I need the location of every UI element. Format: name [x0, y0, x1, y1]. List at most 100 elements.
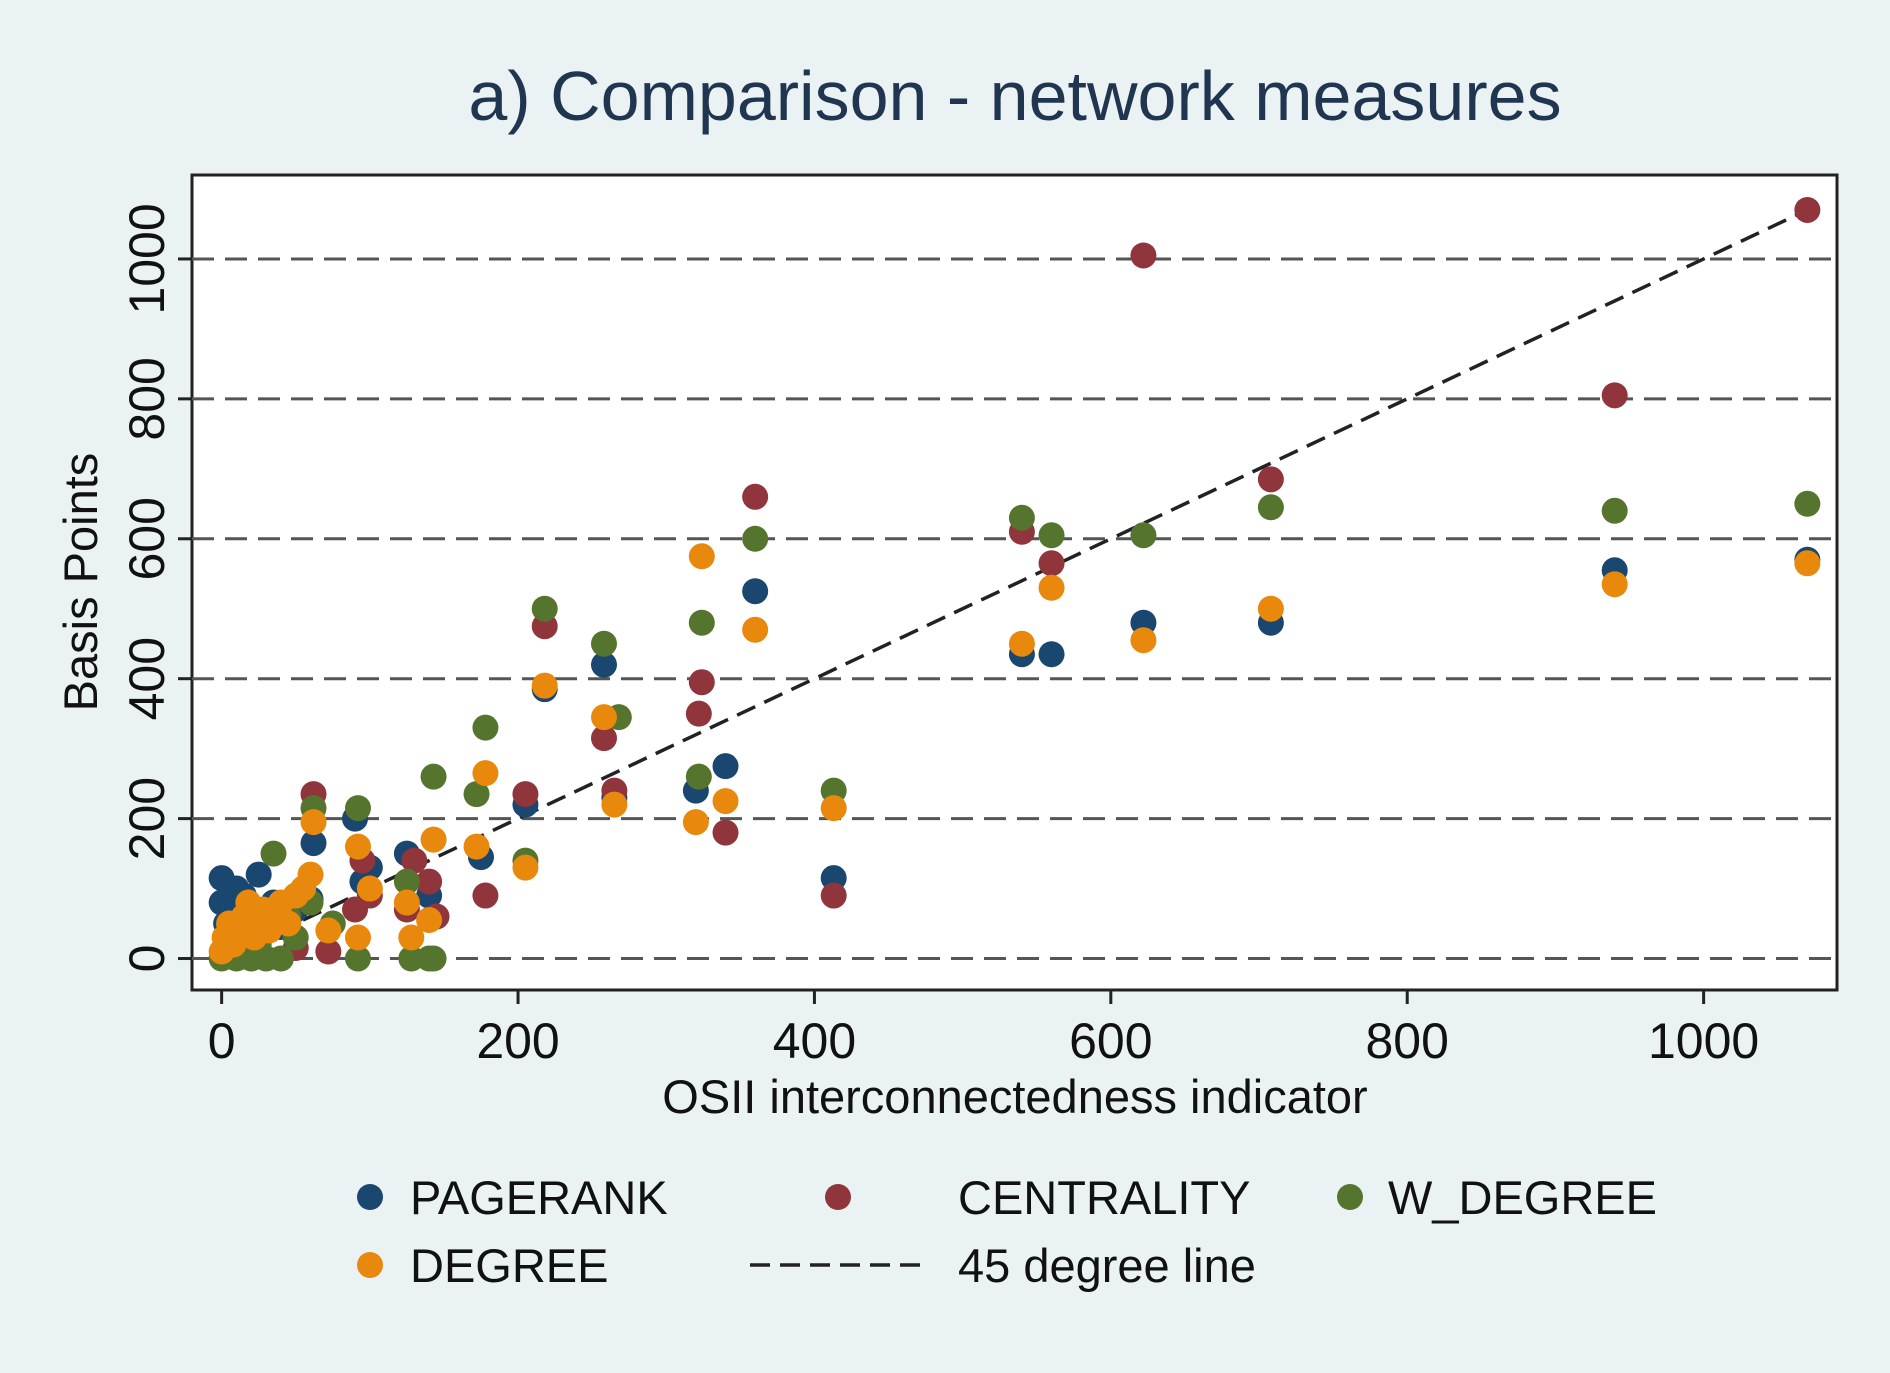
y-tick-label: 600	[119, 497, 175, 580]
data-point	[344, 924, 371, 951]
data-point	[315, 938, 342, 965]
data-point	[1257, 466, 1284, 493]
data-point	[682, 809, 709, 836]
data-point	[393, 868, 420, 895]
data-point	[820, 882, 847, 909]
data-point	[1038, 522, 1065, 549]
chart-title: a) Comparison - network measures	[468, 57, 1561, 135]
data-point	[1038, 550, 1065, 577]
data-point	[1601, 382, 1628, 409]
data-point	[742, 578, 769, 605]
x-tick-label: 200	[476, 1013, 559, 1069]
data-point	[1601, 497, 1628, 524]
legend-label-centrality: CENTRALITY	[958, 1171, 1251, 1224]
data-point	[260, 840, 287, 867]
data-point	[344, 833, 371, 860]
x-axis-label: OSII interconnectedness indicator	[662, 1070, 1367, 1123]
x-tick-label: 800	[1366, 1013, 1449, 1069]
data-point	[463, 833, 490, 860]
legend-marker-pagerank	[357, 1184, 383, 1210]
x-axis: 0 200 400 600 800 1000	[208, 990, 1759, 1069]
data-point	[297, 861, 324, 888]
data-point	[590, 725, 617, 752]
y-tick-label: 1000	[119, 203, 175, 314]
data-point	[401, 847, 428, 874]
legend-label-45-degree-line: 45 degree line	[958, 1239, 1256, 1292]
series-degree	[208, 543, 1821, 965]
data-point	[1008, 630, 1035, 657]
data-point	[398, 945, 425, 972]
data-point	[688, 669, 715, 696]
data-point	[315, 917, 342, 944]
data-point	[300, 809, 327, 836]
data-point	[1794, 550, 1821, 577]
data-point	[245, 861, 272, 888]
data-point	[712, 753, 739, 780]
data-point	[420, 826, 447, 853]
scatter-points	[208, 196, 1821, 972]
data-point	[472, 882, 499, 909]
data-point	[590, 630, 617, 657]
data-point	[1257, 595, 1284, 622]
data-point	[601, 791, 628, 818]
data-point	[512, 781, 539, 808]
data-point	[275, 910, 302, 937]
legend-marker-w-degree	[1337, 1184, 1363, 1210]
data-point	[712, 788, 739, 815]
data-point	[1130, 522, 1157, 549]
data-point	[393, 889, 420, 916]
x-tick-label: 0	[208, 1013, 236, 1069]
y-tick-label: 0	[119, 945, 175, 973]
data-point	[712, 819, 739, 846]
data-point	[344, 945, 371, 972]
gridlines	[192, 257, 1837, 961]
data-point	[472, 760, 499, 787]
data-point	[420, 763, 447, 790]
data-point	[472, 714, 499, 741]
data-point	[742, 483, 769, 510]
data-point	[1130, 242, 1157, 269]
y-tick-label: 400	[119, 637, 175, 720]
data-point	[742, 616, 769, 643]
data-point	[742, 525, 769, 552]
data-point	[416, 868, 443, 895]
x-tick-label: 1000	[1648, 1013, 1759, 1069]
data-point	[463, 781, 490, 808]
data-point	[420, 945, 447, 972]
data-point	[1794, 490, 1821, 517]
data-point	[590, 651, 617, 678]
legend-label-degree: DEGREE	[410, 1239, 609, 1292]
y-tick-label: 800	[119, 357, 175, 440]
data-point	[1794, 196, 1821, 223]
data-point	[512, 854, 539, 881]
y-tick-label: 200	[119, 777, 175, 860]
data-point	[820, 795, 847, 822]
data-point	[344, 795, 371, 822]
series-w-degree	[208, 490, 1821, 972]
data-point	[1038, 574, 1065, 601]
data-point	[688, 543, 715, 570]
legend-label-pagerank: PAGERANK	[410, 1171, 668, 1224]
legend-marker-degree	[357, 1252, 383, 1278]
data-point	[398, 924, 425, 951]
y-axis: 0 200 400 600 800 1000	[119, 203, 192, 972]
data-point	[590, 704, 617, 731]
data-point	[685, 700, 712, 727]
data-point	[1601, 571, 1628, 598]
data-point	[356, 875, 383, 902]
data-point	[531, 672, 558, 699]
reference-line-45-degree	[220, 208, 1809, 961]
x-tick-label: 400	[773, 1013, 856, 1069]
legend-marker-centrality	[825, 1184, 851, 1210]
y-axis-label: Basis Points	[54, 453, 107, 712]
legend-label-w-degree: W_DEGREE	[1388, 1171, 1657, 1224]
data-point	[688, 609, 715, 636]
data-point	[531, 595, 558, 622]
data-point	[1257, 494, 1284, 521]
legend: PAGERANK CENTRALITY W_DEGREE DEGREE 45 degre…	[357, 1171, 1657, 1292]
data-point	[1038, 641, 1065, 668]
data-point	[267, 945, 294, 972]
data-point	[416, 907, 443, 934]
data-point	[1008, 504, 1035, 531]
